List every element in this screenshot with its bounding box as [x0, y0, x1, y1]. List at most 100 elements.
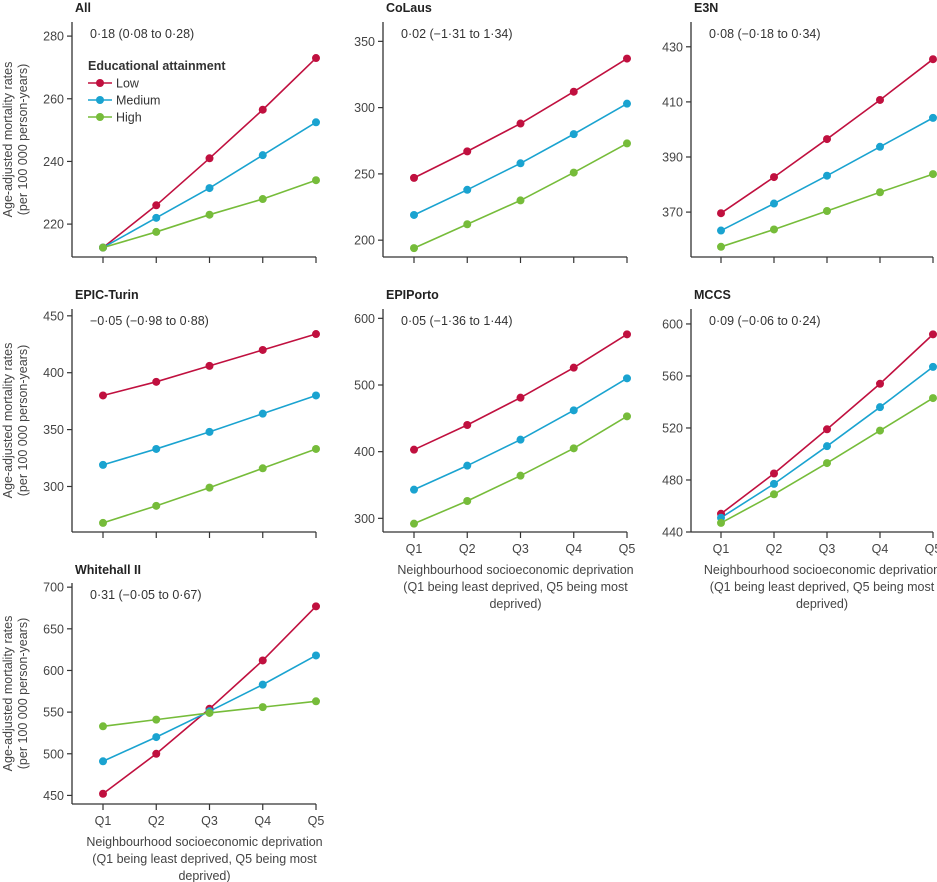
- y-axis-label: (per 100 000 person-years): [16, 618, 30, 769]
- point-high-q4: [258, 464, 267, 473]
- point-medium-q2: [770, 199, 778, 208]
- point-low-q2: [770, 469, 778, 478]
- point-high-q3: [823, 459, 831, 468]
- point-medium-q4: [569, 406, 578, 415]
- y-tick-label: 560: [662, 369, 683, 383]
- panel-title: EPIPorto: [386, 288, 439, 302]
- point-medium-q2: [152, 444, 161, 453]
- y-tick-label: 450: [43, 309, 64, 323]
- y-tick-label: 260: [43, 92, 64, 106]
- y-tick-label: 700: [43, 581, 64, 595]
- y-tick-label: 500: [354, 379, 375, 393]
- y-tick-label: 350: [354, 35, 375, 49]
- point-medium-q3: [205, 427, 214, 436]
- point-low-q2: [770, 173, 778, 182]
- point-medium-q3: [823, 442, 831, 451]
- effect-annotation: 0·05 (−1·36 to 1·44): [401, 314, 513, 328]
- y-tick-label: 370: [662, 206, 683, 220]
- x-tick-label: Q1: [95, 814, 112, 828]
- x-tick-label: Q4: [872, 542, 889, 556]
- point-high-q1: [99, 518, 107, 527]
- point-high-q5: [623, 412, 631, 421]
- x-tick-label: Q1: [406, 542, 423, 556]
- point-high-q3: [823, 206, 831, 215]
- point-medium-q4: [876, 403, 884, 412]
- point-low-q5: [312, 330, 320, 339]
- panel-mccs: MCCS 440 480 520 560 600 Q1 Q2 Q3 Q4 Q5 0·09 (−0·06…: [662, 288, 937, 611]
- effect-annotation: −0·05 (−0·98 to 0·88): [90, 314, 209, 328]
- point-low-q1: [410, 445, 418, 454]
- y-tick-label: 410: [662, 95, 683, 109]
- panel-whitehall-ii: Whitehall II 450 500 550 600 650 700 Q1 Q2 Q3 Q4 Q5…: [1, 563, 324, 882]
- effect-annotation: 0·09 (−0·06 to 0·24): [709, 314, 821, 328]
- x-tick-label: Q5: [619, 542, 636, 556]
- y-tick-label: 300: [43, 480, 64, 494]
- point-medium-q4: [258, 151, 267, 160]
- point-low-q4: [569, 87, 578, 96]
- legend-item-low: Low: [88, 77, 140, 91]
- point-low-q3: [823, 425, 831, 434]
- point-low-q1: [99, 789, 107, 798]
- y-tick-label: 250: [354, 167, 375, 181]
- y-tick-label: 480: [662, 473, 683, 487]
- point-high-q5: [929, 170, 937, 179]
- x-tick-label: Q2: [459, 542, 476, 556]
- point-medium-q1: [410, 210, 418, 219]
- series-line-low: [413, 333, 628, 451]
- point-medium-q3: [205, 184, 214, 193]
- y-tick-label: 440: [662, 526, 683, 540]
- point-low-q3: [516, 119, 525, 128]
- y-tick-label: 280: [43, 30, 64, 44]
- y-axis-label: Age-adjusted mortality rates: [1, 616, 15, 772]
- y-tick-label: 400: [43, 366, 64, 380]
- x-tick-label: Q3: [512, 542, 529, 556]
- point-high-q2: [770, 490, 778, 499]
- point-low-q5: [623, 330, 631, 339]
- point-high-q4: [876, 188, 884, 197]
- point-high-q5: [312, 697, 320, 706]
- y-tick-label: 520: [662, 421, 683, 435]
- point-low-q1: [717, 209, 725, 218]
- point-high-q5: [929, 394, 937, 403]
- y-tick-label: 600: [354, 312, 375, 326]
- x-tick-label: Q3: [201, 814, 218, 828]
- point-high-q2: [770, 225, 778, 234]
- y-tick-label: 220: [43, 218, 64, 232]
- point-high-q2: [152, 501, 161, 510]
- point-low-q3: [205, 154, 214, 163]
- legend-label: High: [116, 111, 142, 125]
- point-low-q5: [929, 330, 937, 339]
- point-low-q5: [929, 55, 937, 64]
- legend-label: Medium: [116, 94, 160, 108]
- point-low-q4: [876, 379, 884, 388]
- point-medium-q2: [770, 479, 778, 488]
- legend-label: Low: [116, 77, 140, 91]
- y-tick-label: 350: [43, 423, 64, 437]
- point-medium-q5: [623, 374, 631, 383]
- legend-title: Educational attainment: [88, 59, 226, 73]
- point-low-q2: [152, 377, 161, 386]
- point-high-q3: [516, 196, 525, 205]
- y-tick-label: 390: [662, 150, 683, 164]
- y-tick-label: 650: [43, 622, 64, 636]
- x-axis-label: deprived): [489, 597, 541, 611]
- x-tick-label: Q5: [925, 542, 937, 556]
- point-low-q5: [623, 54, 631, 63]
- point-medium-q4: [258, 409, 267, 418]
- point-medium-q1: [410, 485, 418, 494]
- point-high-q5: [312, 444, 320, 453]
- legend-marker: [96, 96, 104, 104]
- x-axis-label: deprived): [796, 597, 848, 611]
- effect-annotation: 0·31 (−0·05 to 0·67): [90, 588, 202, 602]
- panel-epic-turin: EPIC-Turin 300 350 400 450 −0·05 (−0·98 to 0·…: [1, 288, 320, 538]
- point-low-q5: [312, 602, 320, 611]
- point-high-q1: [99, 722, 107, 731]
- point-high-q2: [463, 497, 472, 505]
- x-axis-label: (Q1 being least deprived, Q5 being most: [710, 580, 935, 594]
- point-medium-q1: [717, 226, 725, 235]
- point-high-q2: [463, 220, 472, 229]
- point-medium-q5: [929, 113, 937, 122]
- point-medium-q4: [876, 142, 884, 151]
- y-axis-label: Age-adjusted mortality rates: [1, 62, 15, 218]
- point-low-q4: [569, 363, 578, 372]
